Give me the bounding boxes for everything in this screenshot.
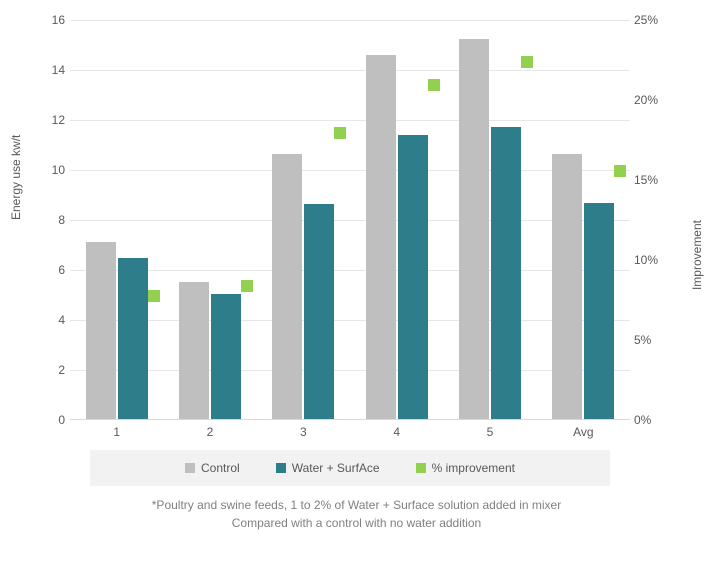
y2-tick-label: 5% [634, 333, 678, 347]
y1-tick-label: 16 [30, 13, 65, 27]
legend: Control Water + SurfAce % improvement [90, 450, 610, 486]
y1-tick-label: 10 [30, 163, 65, 177]
marker-pct-improvement [334, 127, 346, 139]
y1-tick-label: 6 [30, 263, 65, 277]
bar-water-surface [118, 258, 148, 419]
bar-control [272, 154, 302, 419]
marker-pct-improvement [428, 79, 440, 91]
bar-control [366, 55, 396, 419]
gridline [70, 320, 630, 321]
x-tick-label: 2 [207, 425, 214, 439]
bar-water-surface [491, 127, 521, 420]
marker-pct-improvement [241, 280, 253, 292]
bar-water-surface [304, 204, 334, 419]
y1-tick-label: 2 [30, 363, 65, 377]
legend-item-water-surface: Water + SurfAce [276, 461, 380, 475]
x-tick-label: Avg [573, 425, 593, 439]
marker-pct-improvement [148, 290, 160, 302]
legend-swatch-water-surface [276, 463, 286, 473]
footnote: *Poultry and swine feeds, 1 to 2% of Wat… [0, 496, 713, 532]
y1-tick-label: 14 [30, 63, 65, 77]
plot-area: 02468101214160%5%10%15%20%25%12345Avg [70, 20, 630, 420]
x-tick-label: 4 [393, 425, 400, 439]
gridline [70, 20, 630, 21]
marker-pct-improvement [521, 56, 533, 68]
gridline [70, 220, 630, 221]
y2-tick-label: 10% [634, 253, 678, 267]
bar-control [86, 242, 116, 420]
bar-water-surface [398, 135, 428, 419]
gridline [70, 120, 630, 121]
legend-swatch-control [185, 463, 195, 473]
gridline [70, 170, 630, 171]
y1-tick-label: 4 [30, 313, 65, 327]
bar-water-surface [584, 203, 614, 419]
footnote-line2: Compared with a control with no water ad… [0, 514, 713, 532]
y1-tick-label: 8 [30, 213, 65, 227]
chart-container: Energy use kw/t Improvement 024681012141… [0, 0, 713, 566]
gridline [70, 70, 630, 71]
bar-control [459, 39, 489, 419]
legend-swatch-pct-improvement [416, 463, 426, 473]
gridline [70, 270, 630, 271]
legend-item-pct-improvement: % improvement [416, 461, 515, 475]
y2-axis-title: Improvement [690, 220, 704, 290]
y2-tick-label: 15% [634, 173, 678, 187]
x-tick-label: 5 [487, 425, 494, 439]
y1-tick-label: 0 [30, 413, 65, 427]
marker-pct-improvement [614, 165, 626, 177]
legend-item-control: Control [185, 461, 240, 475]
y1-axis-title: Energy use kw/t [9, 135, 23, 220]
y2-tick-label: 0% [634, 413, 678, 427]
legend-label-control: Control [201, 461, 240, 475]
x-tick-label: 3 [300, 425, 307, 439]
legend-label-water-surface: Water + SurfAce [292, 461, 380, 475]
legend-label-pct-improvement: % improvement [432, 461, 515, 475]
gridline [70, 370, 630, 371]
footnote-line1: *Poultry and swine feeds, 1 to 2% of Wat… [0, 496, 713, 514]
bar-control [552, 154, 582, 419]
bar-control [179, 282, 209, 420]
x-tick-label: 1 [113, 425, 120, 439]
y1-tick-label: 12 [30, 113, 65, 127]
bar-water-surface [211, 294, 241, 419]
y2-tick-label: 25% [634, 13, 678, 27]
y2-tick-label: 20% [634, 93, 678, 107]
